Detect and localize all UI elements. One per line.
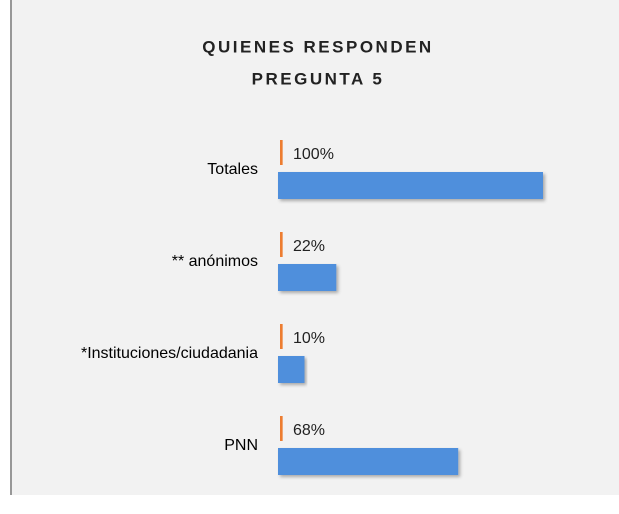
- category-label: *Instituciones/ciudadania: [81, 345, 258, 362]
- data-label: 100%: [293, 146, 334, 163]
- bar: [280, 324, 283, 349]
- data-label: 22%: [293, 238, 325, 255]
- plot-background: [12, 0, 619, 495]
- chart-title: PREGUNTA 5: [252, 69, 385, 88]
- category-label: ** anónimos: [172, 253, 258, 270]
- bar: [278, 264, 337, 291]
- category-label: PNN: [224, 437, 258, 454]
- bar: [278, 356, 305, 383]
- bar: [278, 448, 459, 475]
- bar: [278, 172, 543, 199]
- data-label: 10%: [293, 330, 325, 347]
- chart-title: QUIENES RESPONDEN: [202, 37, 433, 56]
- category-label: Totales: [207, 161, 258, 178]
- bar: [280, 232, 283, 257]
- bar: [280, 140, 283, 165]
- bar: [280, 416, 283, 441]
- data-label: 68%: [293, 422, 325, 439]
